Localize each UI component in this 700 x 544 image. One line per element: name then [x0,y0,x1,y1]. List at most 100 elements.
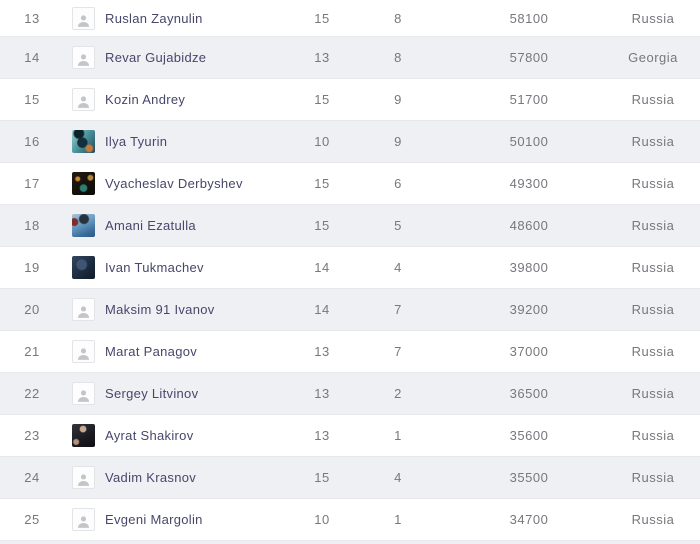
country-cell: Russia [631,344,675,359]
player-name[interactable]: Revar Gujabidze [105,50,207,65]
score-cell: 34700 [509,512,549,527]
person-icon [77,96,90,108]
stat-secondary-cell: 6 [394,176,402,191]
person-icon [77,516,90,528]
stat-secondary-cell: 1 [394,512,402,527]
table-row[interactable]: 13 Ruslan Zaynulin 15 8 58100 Russia [0,0,700,36]
score-cell: 58100 [509,10,549,26]
table-row[interactable]: 17 Vyacheslav Derbyshev 15 6 49300 Russia [0,162,700,204]
score-cell: 35500 [509,470,549,485]
player-photo-avatar[interactable] [72,424,95,447]
stat-secondary-cell: 9 [394,92,402,107]
stat-secondary-cell: 8 [394,10,402,26]
stat-primary-cell: 15 [314,92,330,107]
table-row[interactable]: 15 Kozin Andrey 15 9 51700 Russia [0,78,700,120]
placeholder-avatar[interactable] [72,6,95,30]
player-name[interactable]: Ruslan Zaynulin [105,10,203,26]
stat-primary-cell: 10 [314,134,330,149]
stat-secondary-cell: 8 [394,50,402,65]
table-row[interactable]: 14 Revar Gujabidze 13 8 57800 Georgia [0,36,700,78]
country-cell: Russia [631,386,675,401]
stat-primary-cell: 15 [314,10,330,26]
table-row[interactable]: 20 Maksim 91 Ivanov 14 7 39200 Russia [0,288,700,330]
rank-cell: 22 [24,386,40,401]
person-icon [77,348,90,360]
table-row[interactable]: 23 Ayrat Shakirov 13 1 35600 Russia [0,414,700,456]
stat-secondary-cell: 5 [394,218,402,233]
score-cell: 49300 [509,176,549,191]
rank-cell: 21 [24,344,40,359]
placeholder-avatar[interactable] [72,340,95,363]
player-name[interactable]: Amani Ezatulla [105,218,196,233]
score-cell: 48600 [509,218,549,233]
player-name[interactable]: Ilya Tyurin [105,134,168,149]
placeholder-avatar[interactable] [72,298,95,321]
score-cell: 51700 [509,92,549,107]
placeholder-avatar[interactable] [72,88,95,111]
score-cell: 50100 [509,134,549,149]
stat-secondary-cell: 2 [394,386,402,401]
stat-primary-cell: 13 [314,344,330,359]
player-photo-avatar[interactable] [72,130,95,153]
rank-cell: 17 [24,176,40,191]
country-cell: Russia [631,302,675,317]
table-row[interactable]: 18 Amani Ezatulla 15 5 48600 Russia [0,204,700,246]
stat-secondary-cell: 9 [394,134,402,149]
rank-cell: 18 [24,218,40,233]
score-cell: 39200 [509,302,549,317]
player-name[interactable]: Kozin Andrey [105,92,186,107]
country-cell: Russia [631,134,675,149]
placeholder-avatar[interactable] [72,382,95,405]
stat-primary-cell: 15 [314,218,330,233]
stat-primary-cell: 13 [314,428,330,443]
next-row-peek [0,540,700,544]
stat-secondary-cell: 4 [394,260,402,275]
stat-primary-cell: 15 [314,470,330,485]
player-photo-avatar[interactable] [72,214,95,237]
rank-cell: 25 [24,512,40,527]
avatar-cell [64,214,102,237]
person-icon [77,54,90,66]
placeholder-avatar[interactable] [72,46,95,69]
person-icon [77,14,90,27]
avatar-cell [64,130,102,153]
avatar-cell [64,298,102,321]
rank-cell: 15 [24,92,40,107]
avatar-cell [64,424,102,447]
placeholder-avatar[interactable] [72,466,95,489]
stat-secondary-cell: 4 [394,470,402,485]
rank-cell: 20 [24,302,40,317]
player-photo-avatar[interactable] [72,172,95,195]
table-row[interactable]: 19 Ivan Tukmachev 14 4 39800 Russia [0,246,700,288]
table-row[interactable]: 24 Vadim Krasnov 15 4 35500 Russia [0,456,700,498]
placeholder-avatar[interactable] [72,508,95,531]
player-name[interactable]: Maksim 91 Ivanov [105,302,215,317]
table-row[interactable]: 21 Marat Panagov 13 7 37000 Russia [0,330,700,372]
country-cell: Russia [631,10,675,26]
person-icon [77,306,90,318]
player-name[interactable]: Ivan Tukmachev [105,260,204,275]
rank-cell: 14 [24,50,40,65]
player-name[interactable]: Vyacheslav Derbyshev [105,176,243,191]
person-icon [77,474,90,486]
avatar-cell [64,172,102,195]
rank-cell: 24 [24,470,40,485]
country-cell: Russia [631,176,675,191]
country-cell: Russia [631,428,675,443]
stat-primary-cell: 13 [314,386,330,401]
avatar-cell [64,466,102,489]
player-name[interactable]: Sergey Litvinov [105,386,199,401]
table-row[interactable]: 22 Sergey Litvinov 13 2 36500 Russia [0,372,700,414]
player-name[interactable]: Evgeni Margolin [105,512,203,527]
player-name[interactable]: Ayrat Shakirov [105,428,194,443]
player-name[interactable]: Vadim Krasnov [105,470,197,485]
player-photo-avatar[interactable] [72,256,95,279]
table-row[interactable]: 16 Ilya Tyurin 10 9 50100 Russia [0,120,700,162]
rank-cell: 16 [24,134,40,149]
rank-cell: 23 [24,428,40,443]
stat-secondary-cell: 7 [394,302,402,317]
avatar-cell [64,88,102,111]
player-name[interactable]: Marat Panagov [105,344,198,359]
table-row[interactable]: 25 Evgeni Margolin 10 1 34700 Russia [0,498,700,540]
